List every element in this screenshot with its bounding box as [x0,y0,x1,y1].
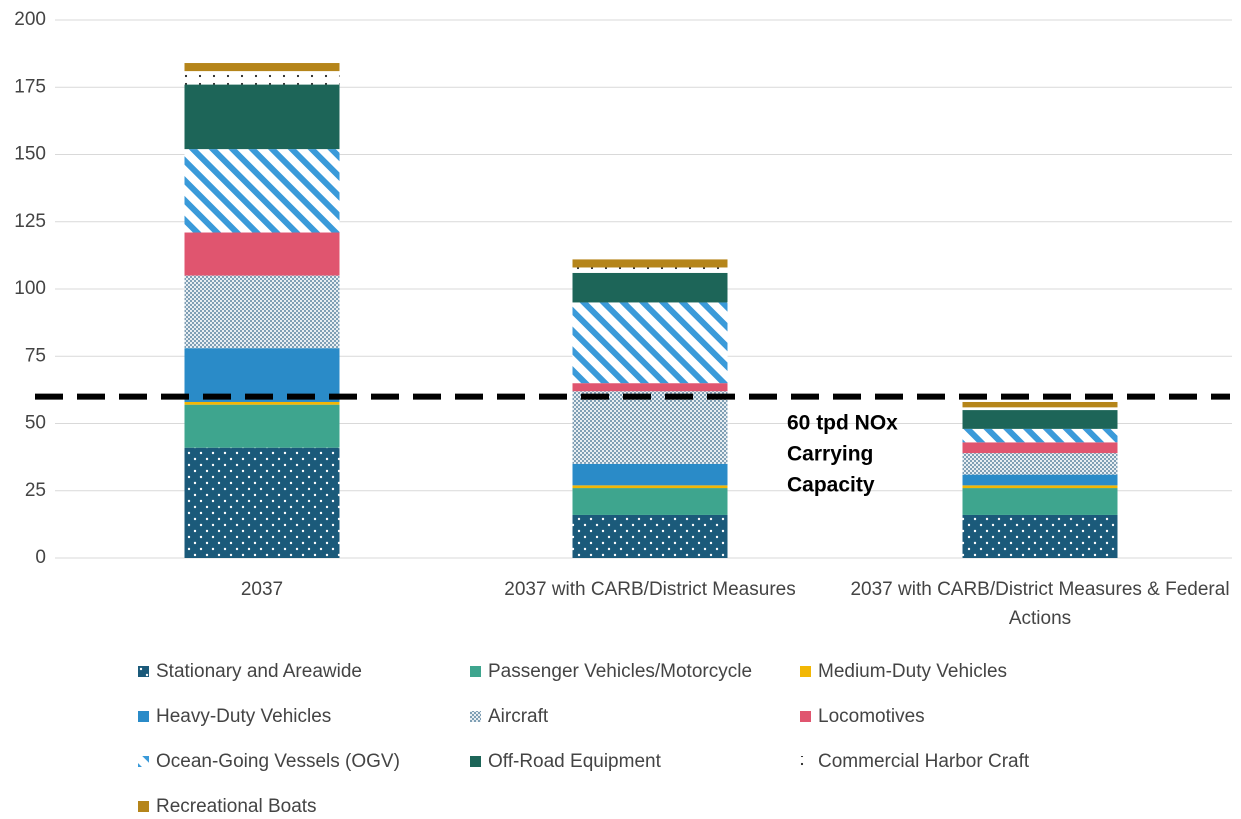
bar-segment [962,401,1118,408]
legend-label: Ocean-Going Vessels (OGV) [156,751,400,772]
bar-segment [572,463,728,486]
legend-swatch [800,666,811,677]
y-tick-label: 100 [14,278,46,299]
legend-swatch [470,756,481,767]
y-tick-label: 125 [14,211,46,232]
bar-segment [962,485,1118,489]
annotation: 60 tpd NOx [787,412,898,435]
x-tick-label: 2037 [240,579,284,600]
legend-label: Recreational Boats [156,796,317,817]
legend-swatch [470,711,481,722]
y-tick-label: 150 [14,144,46,165]
bar-segment [184,71,340,85]
bar-segment [962,428,1118,443]
legend-swatch [138,801,149,812]
annotation: Capacity [787,474,875,497]
bar-segment [572,488,728,515]
bar-segment [184,401,340,405]
y-tick-label: 175 [14,76,46,97]
bar-segment [962,488,1118,515]
bar-segment [184,84,340,150]
bar-segment [572,514,728,558]
legend-label: Stationary and Areawide [156,661,362,682]
bar-segment [572,383,728,392]
bar-segment [962,410,1118,429]
bar-segment [572,391,728,464]
bar-segment [572,259,728,268]
legend-label: Heavy-Duty Vehicles [156,706,331,727]
legend-label: Commercial Harbor Craft [818,751,1030,772]
x-tick-label: 2037 with CARB/District Measures [504,579,796,600]
legend-swatch [800,756,811,767]
legend-label: Locomotives [818,706,925,727]
bar-segment [962,453,1118,475]
bar-segment [572,272,728,303]
bar-segment [184,348,340,402]
bar-segment [962,514,1118,558]
y-tick-label: 75 [25,345,46,366]
bar-segment [184,63,340,72]
y-tick-label: 25 [25,480,46,501]
legend-label: Passenger Vehicles/Motorcycle [488,661,752,682]
legend-swatch [138,756,149,767]
bar-segment [184,275,340,349]
bar-segment [572,302,728,384]
bar-segment [184,447,340,558]
bar-segment [572,485,728,489]
legend-label: Aircraft [488,706,549,727]
bar-segment [572,267,728,273]
legend-swatch [138,666,149,677]
y-tick-label: 200 [14,9,46,30]
x-tick-label: 2037 with CARB/District Measures & Feder… [850,579,1230,629]
bar-segment [962,407,1118,411]
bar-segment [962,442,1118,454]
legend-swatch [470,666,481,677]
bar-segment [184,404,340,448]
legend-label: Off-Road Equipment [488,751,662,772]
y-tick-label: 50 [25,413,46,434]
bar-segment [184,149,340,233]
y-tick-label: 0 [35,547,46,568]
legend-swatch [138,711,149,722]
bar-segment [962,474,1118,486]
annotation: Carrying [787,443,873,466]
bar-segment [184,232,340,276]
legend-label: Medium-Duty Vehicles [818,661,1007,682]
legend-swatch [800,711,811,722]
